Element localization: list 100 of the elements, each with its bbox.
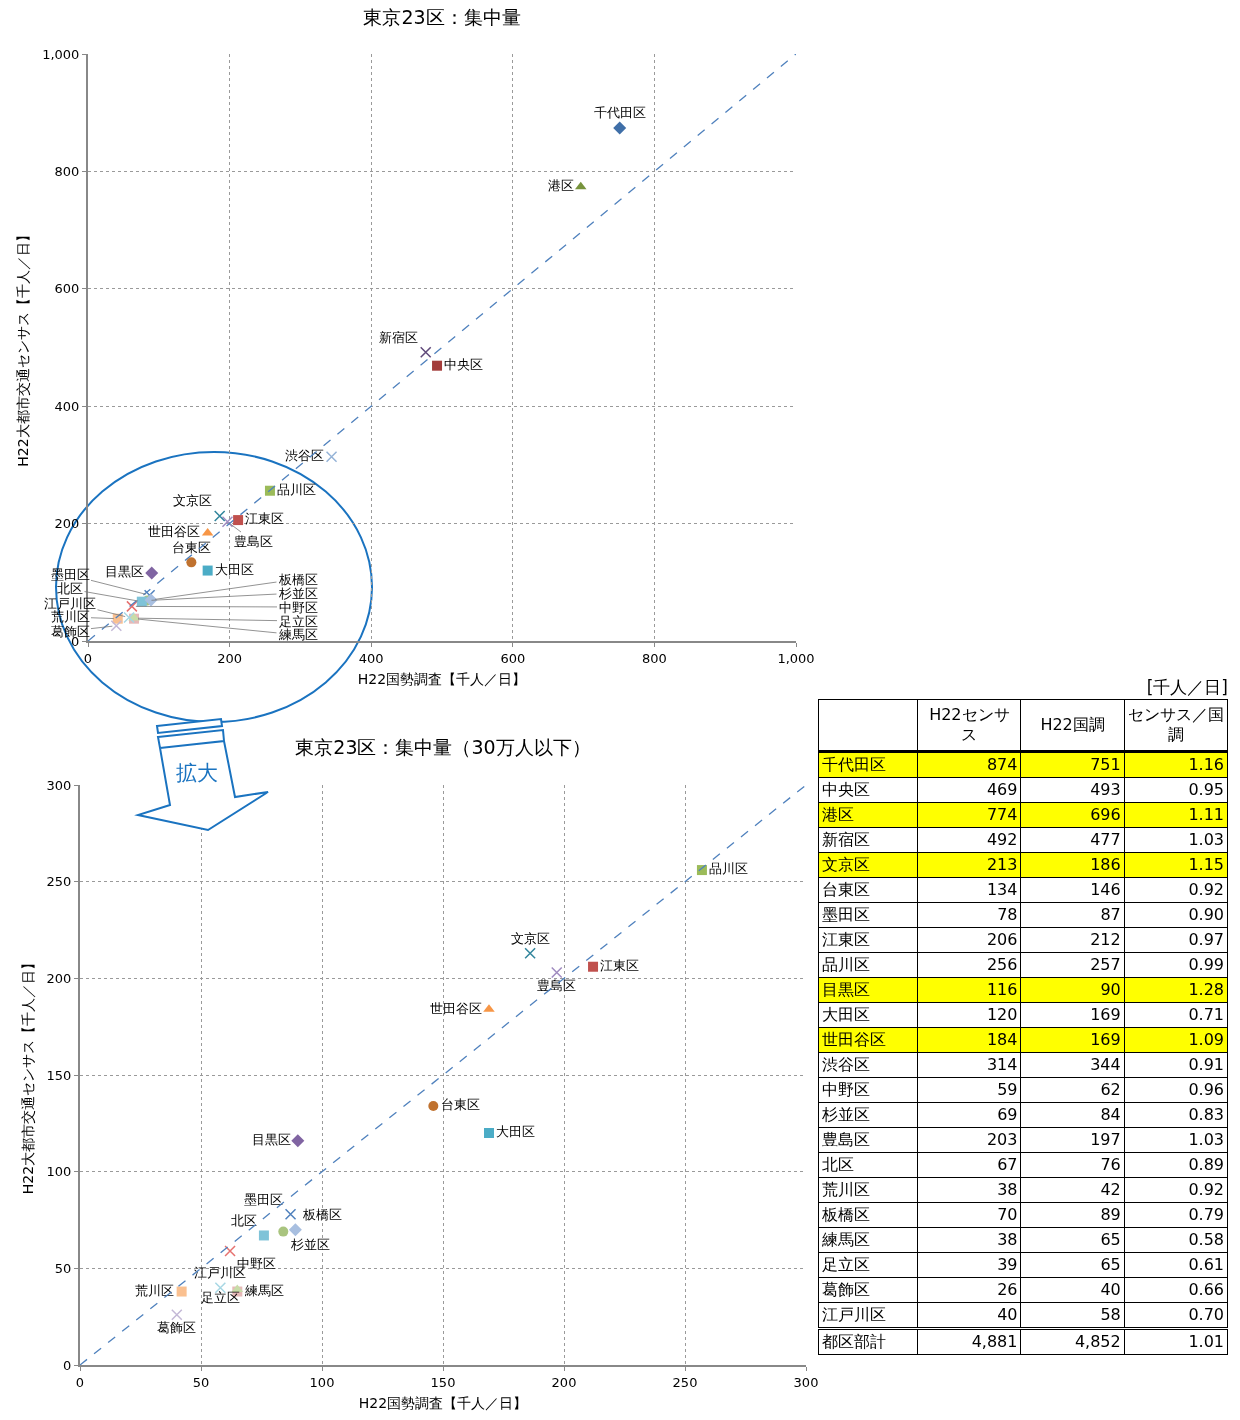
data-label: 0.89 bbox=[1124, 1152, 1228, 1178]
data-label: 39 bbox=[917, 1252, 1021, 1278]
category-label: 千代田区 bbox=[818, 751, 918, 778]
data-label: 1.15 bbox=[1124, 852, 1228, 878]
x-tick-label: 200 bbox=[551, 1374, 577, 1390]
data-label: 26 bbox=[917, 1277, 1021, 1303]
data-label: 0.95 bbox=[1124, 777, 1228, 803]
category-label: 渋谷区 bbox=[818, 1052, 918, 1078]
data-label: 38 bbox=[917, 1177, 1021, 1203]
series-label: 世田谷区 bbox=[148, 524, 201, 540]
point bbox=[221, 516, 234, 528]
point bbox=[110, 619, 123, 632]
x-tick-label: 600 bbox=[500, 650, 526, 666]
series-label: H22国調 bbox=[1020, 699, 1125, 752]
data-label: 212 bbox=[1020, 927, 1125, 953]
category-label: 目黒区 bbox=[818, 977, 918, 1003]
series-label: 葛飾区 bbox=[157, 1319, 197, 1335]
category-label: 葛飾区 bbox=[818, 1277, 918, 1303]
series-label: 台東区 bbox=[440, 1097, 480, 1113]
series-label: 中央区 bbox=[444, 356, 484, 372]
data-label: 256 bbox=[917, 952, 1021, 978]
series-label: 新宿区 bbox=[379, 329, 419, 345]
y-tick-label: 800 bbox=[54, 163, 80, 179]
data-label: 0.91 bbox=[1124, 1052, 1228, 1078]
point bbox=[202, 565, 213, 576]
y-tick-label: 1,000 bbox=[42, 46, 80, 62]
y-tick-label: 100 bbox=[46, 1164, 72, 1180]
data-label: 67 bbox=[917, 1152, 1021, 1178]
series-label: 練馬区 bbox=[243, 1282, 284, 1298]
x-tick-label: 200 bbox=[217, 650, 243, 666]
y-tick-label: 300 bbox=[46, 777, 72, 793]
point bbox=[483, 1128, 494, 1138]
data-label: 40 bbox=[917, 1302, 1021, 1329]
category-label: 新宿区 bbox=[818, 827, 918, 853]
data-label: 213 bbox=[917, 852, 1021, 878]
data-label: 477 bbox=[1020, 827, 1125, 853]
category-label: 大田区 bbox=[818, 1002, 918, 1028]
x-tick-label: 150 bbox=[430, 1374, 456, 1390]
data-label: 4,881 bbox=[917, 1328, 1021, 1355]
data-label: 76 bbox=[1020, 1152, 1125, 1178]
y-tick-label: 150 bbox=[46, 1067, 72, 1083]
series-label: 品川区 bbox=[709, 861, 749, 877]
data-label: 0.99 bbox=[1124, 952, 1228, 978]
x-tick-label: 800 bbox=[641, 650, 667, 666]
text: 拡大 bbox=[176, 761, 218, 785]
point bbox=[224, 1245, 236, 1257]
series-label: 荒川区 bbox=[135, 1282, 175, 1298]
data-label: 78 bbox=[917, 902, 1021, 928]
x-tick-label: 400 bbox=[358, 650, 384, 666]
text: 杉並区 bbox=[278, 586, 318, 601]
text: [千人／日] bbox=[1145, 676, 1228, 699]
series-label: 目黒区 bbox=[251, 1131, 291, 1147]
x-tick-label: 0 bbox=[83, 650, 93, 666]
x-axis-title: H22国勢調査【千人／日】 bbox=[357, 671, 527, 688]
series-label: H22センサス bbox=[917, 699, 1021, 752]
series-label: 千代田区 bbox=[593, 105, 646, 121]
data-label: 0.58 bbox=[1124, 1227, 1228, 1253]
data-label: 40 bbox=[1020, 1277, 1125, 1303]
data-label: 84 bbox=[1020, 1102, 1125, 1128]
series-label: 世田谷区 bbox=[429, 1000, 482, 1016]
category-label: 中央区 bbox=[818, 777, 918, 803]
data-label: 42 bbox=[1020, 1177, 1125, 1203]
category-label: 足立区 bbox=[818, 1252, 918, 1278]
data-label: 0.79 bbox=[1124, 1202, 1228, 1228]
series-label: 杉並区 bbox=[289, 1236, 330, 1252]
series-label: 豊島区 bbox=[234, 534, 273, 549]
data-label: 0.96 bbox=[1124, 1077, 1228, 1103]
data-label: 87 bbox=[1020, 902, 1125, 928]
y-tick-label: 250 bbox=[46, 874, 72, 890]
category-label: 墨田区 bbox=[818, 902, 918, 928]
data-label: 0.90 bbox=[1124, 902, 1228, 928]
data-label: 116 bbox=[917, 977, 1021, 1003]
data-label: 1.09 bbox=[1124, 1027, 1228, 1053]
series-label: 文京区 bbox=[510, 930, 550, 946]
text: 板橋区 bbox=[278, 572, 318, 587]
data-label: 0.97 bbox=[1124, 927, 1228, 953]
data-label: 120 bbox=[917, 1002, 1021, 1028]
data-label: 184 bbox=[917, 1027, 1021, 1053]
data-label: 314 bbox=[917, 1052, 1021, 1078]
data-label: 69 bbox=[917, 1102, 1021, 1128]
data-label: 58 bbox=[1020, 1302, 1125, 1329]
category-label: 品川区 bbox=[818, 952, 918, 978]
data-label: 492 bbox=[917, 827, 1021, 853]
data-label: 1.16 bbox=[1124, 751, 1228, 778]
point bbox=[575, 181, 587, 190]
x-tick-label: 250 bbox=[672, 1374, 698, 1390]
data-label: 774 bbox=[917, 802, 1021, 828]
y-tick-label: 400 bbox=[54, 398, 80, 414]
data-label: 1.03 bbox=[1124, 1127, 1228, 1153]
series-label: 文京区 bbox=[173, 493, 213, 509]
point bbox=[325, 450, 338, 463]
data-label: 59 bbox=[917, 1077, 1021, 1103]
data-label: 874 bbox=[917, 751, 1021, 778]
series-label: 板橋区 bbox=[301, 1207, 342, 1223]
data-label: 1.28 bbox=[1124, 977, 1228, 1003]
point bbox=[233, 515, 244, 526]
y-axis-title: H22大都市交通センサス【千人／日】 bbox=[15, 228, 32, 467]
data-label: 0.83 bbox=[1124, 1102, 1228, 1128]
point bbox=[176, 1286, 187, 1297]
data-label: 0.66 bbox=[1124, 1277, 1228, 1303]
